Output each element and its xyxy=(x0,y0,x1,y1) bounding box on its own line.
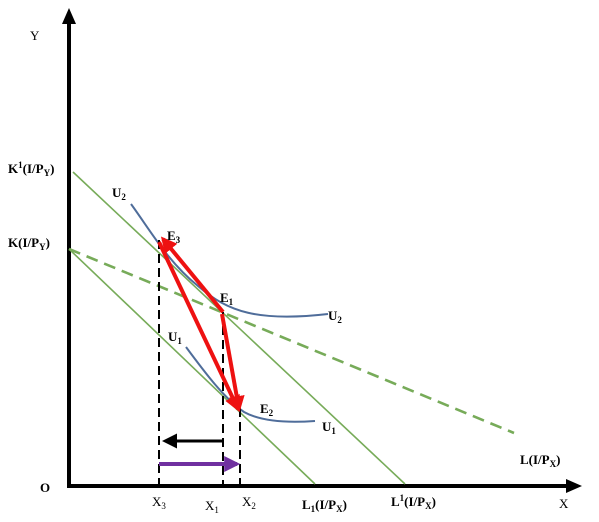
intercept-k-label: K(I/PY) xyxy=(8,235,50,252)
point-e2-label: E2 xyxy=(260,401,274,418)
red-arrow-e3-to-e2 xyxy=(157,241,240,412)
indifference-curve-u2 xyxy=(130,203,329,318)
point-e3-label: E3 xyxy=(167,228,181,245)
budget-line-k-l-dashed xyxy=(68,247,515,435)
origin-label: O xyxy=(40,480,50,495)
quantity-x1-label: X1 xyxy=(205,498,219,515)
y-axis-arrowhead xyxy=(62,8,76,24)
intercept-k1-label: K1(I/PY) xyxy=(8,160,54,178)
red-arrow-e1-to-e2 xyxy=(220,313,245,413)
budget-line-k1-l1prime xyxy=(72,171,406,485)
curve-u2-lower-label: U2 xyxy=(328,308,342,325)
quantity-x3-label: X3 xyxy=(152,494,166,511)
intercept-l1prime-label: L1(I/PX) xyxy=(391,493,436,511)
intercept-l-label: L(I/PX) xyxy=(520,452,560,469)
intercept-l1-label: L1(I/PX) xyxy=(302,497,347,514)
budget-line-k-l1 xyxy=(68,248,316,485)
y-axis-label: Y xyxy=(30,28,40,43)
curve-u1-upper-label: U1 xyxy=(168,329,182,346)
point-e1-label: E1 xyxy=(220,290,234,307)
curve-u1-lower-label: U1 xyxy=(322,419,336,436)
quantity-x2-label: X2 xyxy=(242,494,256,511)
x-axis-label: X xyxy=(559,496,569,511)
curve-u2-upper-label: U2 xyxy=(112,185,126,202)
red-arrow-e1-to-e3 xyxy=(160,236,225,314)
indifference-curve-u1 xyxy=(185,346,316,423)
x-axis-arrowhead xyxy=(566,479,582,493)
